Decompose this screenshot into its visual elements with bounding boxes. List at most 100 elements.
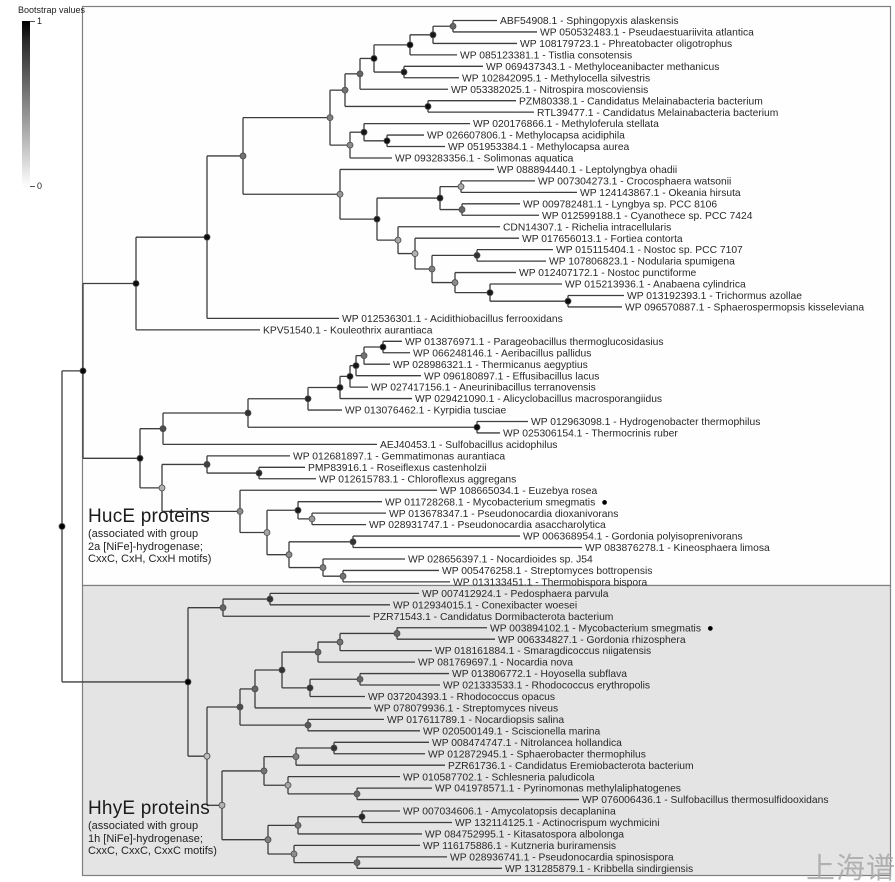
bootstrap-node-dot	[308, 515, 316, 523]
legend-min-label: 0	[37, 181, 43, 191]
bootstrap-node-dot	[260, 767, 268, 775]
taxon-label: WP 012407172.1 - Nostoc punctiforme	[519, 268, 697, 279]
bootstrap-node-dot	[473, 251, 481, 259]
bootstrap-node-dot	[486, 289, 494, 297]
bootstrap-node-dot	[292, 753, 300, 761]
bootstrap-legend-title: Bootstrap values	[18, 5, 86, 15]
bootstrap-node-dot	[330, 744, 338, 752]
hhye-desc-line-1: (associated with group	[88, 820, 199, 832]
bootstrap-node-dot	[429, 31, 437, 39]
bootstrap-node-dot	[294, 821, 302, 829]
bootstrap-node-dot	[319, 564, 327, 571]
taxon-label: WP 051953384.1 - Methylocapsa aurea	[448, 142, 630, 153]
bootstrap-node-dot	[383, 137, 391, 145]
taxon-label: WP 012615783.1 - Chloroflexus aggregans	[319, 474, 516, 485]
hhye-clade-label-block: HhyE proteins (associated with group 1h …	[88, 798, 217, 858]
bootstrap-node-dot	[360, 352, 368, 360]
taxon-label: WP 028656397.1 - Nocardioides sp. J54	[408, 555, 593, 566]
taxon-label: WP 012599188.1 - Cyanothece sp. PCC 7424	[542, 211, 753, 222]
taxon-label: WP 096570887.1 - Sphaerospermopsis kisse…	[625, 303, 864, 314]
taxon-label: WP 116175886.1 - Kutzneria buriramensis	[423, 841, 616, 852]
taxon-label: WP 012934015.1 - Conexibacter woesei	[393, 600, 577, 611]
bootstrap-node-dot	[304, 721, 312, 729]
bootstrap-node-dot	[264, 836, 272, 844]
taxon-label: WP 017656013.1 - Fortiea contorta	[522, 234, 683, 245]
bootstrap-node-dot	[370, 55, 378, 62]
bootstrap-node-dot	[451, 279, 459, 286]
bootstrap-node-dot	[336, 638, 344, 646]
bootstrap-node-dot	[255, 469, 263, 477]
bootstrap-node-dot	[352, 362, 360, 370]
bootstrap-node-dot	[564, 297, 572, 305]
bootstrap-node-dot	[356, 70, 364, 78]
bootstrap-node-dot	[159, 425, 167, 433]
hhye-clade-box	[81, 584, 892, 877]
bootstrap-node-dot	[358, 813, 366, 821]
bootstrap-node-dot	[184, 678, 192, 686]
taxon-label: WP 006368954.1 - Gordonia polyisoprenivo…	[523, 532, 743, 543]
taxon-label: WP 015213936.1 - Anabaena cylindrica	[565, 280, 746, 291]
taxon-label: WP 108179723.1 - Phreatobacter oligotrop…	[520, 39, 732, 50]
legend-tick-top	[30, 21, 35, 22]
taxon-label: WP 017611789.1 - Nocardiopsis salina	[387, 715, 564, 726]
taxon-label: WP 011728268.1 - Mycobacterium smegmatis…	[385, 496, 608, 508]
taxon-label: WP 083876278.1 - Kineosphaera limosa	[585, 543, 770, 554]
bootstrap-node-dot	[284, 781, 292, 789]
bootstrap-legend: Bootstrap values 1 0	[18, 5, 86, 191]
bootstrap-node-dot	[314, 648, 322, 656]
huce-desc-line-1: (associated with group	[88, 528, 199, 540]
highlight-marker-dot: ●	[707, 622, 714, 634]
bootstrap-node-dot	[158, 484, 166, 492]
huce-desc-line-3: CxxC, CxH, CxxH motifs)	[88, 553, 212, 565]
taxon-label: WP 088894440.1 - Leptolyngbya ohadii	[497, 165, 677, 176]
taxon-label: WP 028986321.1 - Thermicanus aegyptius	[393, 360, 588, 371]
taxon-label: WP 096180897.1 - Effusibacillus lacus	[424, 371, 599, 382]
bootstrap-node-dot	[400, 68, 408, 76]
bootstrap-node-dot	[436, 194, 444, 202]
taxon-label: WP 013076462.1 - Kyrpidia tusciae	[345, 406, 506, 417]
bootstrap-node-dot	[203, 752, 211, 760]
taxon-label: WP 078079936.1 - Streptomyces niveus	[374, 704, 558, 715]
bootstrap-node-dot	[136, 454, 144, 462]
taxon-label: PZR71543.1 - Candidatus Dormibacterota b…	[373, 612, 613, 623]
bootstrap-node-dot	[218, 801, 226, 809]
taxon-label: WP 012872945.1 - Sphaerobacter thermophi…	[428, 749, 646, 760]
bootstrap-node-dot	[304, 395, 312, 403]
bootstrap-node-dot	[306, 684, 314, 692]
taxon-label: WP 084752995.1 - Kitasatospora albolonga	[425, 830, 624, 841]
bootstrap-node-dot	[239, 152, 247, 160]
taxon-label: WP 025306154.1 - Thermocrinis ruber	[503, 429, 678, 440]
taxon-label: WP 006334827.1 - Gordonia rhizosphera	[498, 635, 686, 646]
bootstrap-node-dot	[393, 630, 401, 637]
hhye-desc-line-3: CxxC, CxxC, CxxC motifs)	[88, 845, 217, 857]
taxon-label: WP 018161884.1 - Smaragdicoccus niigaten…	[435, 646, 651, 657]
bootstrap-node-dot	[58, 523, 66, 530]
huce-desc-line-2: 2a [NiFe]-hydrogenase;	[88, 540, 203, 553]
huce-clade-box	[81, 5, 892, 587]
bootstrap-node-dot	[428, 265, 436, 273]
legend-tick-bottom	[30, 186, 35, 187]
taxon-label: WP 124143867.1 - Okeania hirsuta	[580, 188, 741, 199]
taxon-label: WP 005476258.1 - Streptomyces bottropens…	[442, 566, 652, 577]
bootstrap-node-dot	[263, 529, 271, 536]
bootstrap-node-dot	[266, 595, 274, 603]
taxon-label: WP 132114125.1 - Actinocrispum wychmicin…	[455, 818, 660, 829]
taxon-label: WP 131285879.1 - Kribbella sindirgiensis	[505, 864, 693, 875]
taxon-label: WP 066248146.1 - Aeribacillus pallidus	[413, 348, 591, 359]
taxon-label: AEJ40453.1 - Sulfobacillus acidophilus	[380, 440, 557, 451]
bootstrap-node-dot	[353, 859, 361, 866]
taxon-label: WP 008474747.1 - Nitrolancea hollandica	[432, 738, 622, 749]
bootstrap-node-dot	[406, 41, 414, 49]
taxon-label: WP 007304273.1 - Crocosphaera watsonii	[538, 176, 731, 187]
taxon-label: RTL39477.1 - Candidatus Melainabacteria …	[537, 108, 778, 119]
bootstrap-node-dot	[424, 103, 432, 110]
bootstrap-node-dot	[336, 384, 344, 391]
taxon-label: WP 021333533.1 - Rhodococcus erythropoli…	[443, 681, 650, 692]
taxon-label: WP 015115404.1 - Nostoc sp. PCC 7107	[556, 245, 743, 256]
bootstrap-node-dot	[278, 666, 286, 674]
taxon-label: WP 010587702.1 - Schlesneria paludicola	[403, 772, 595, 783]
bootstrap-gradient-bar	[22, 21, 30, 187]
bootstrap-node-dot	[353, 790, 361, 798]
taxon-label: WP 026607806.1 - Methylocapsa acidiphila	[427, 131, 625, 142]
bootstrap-node-dot	[473, 423, 481, 431]
